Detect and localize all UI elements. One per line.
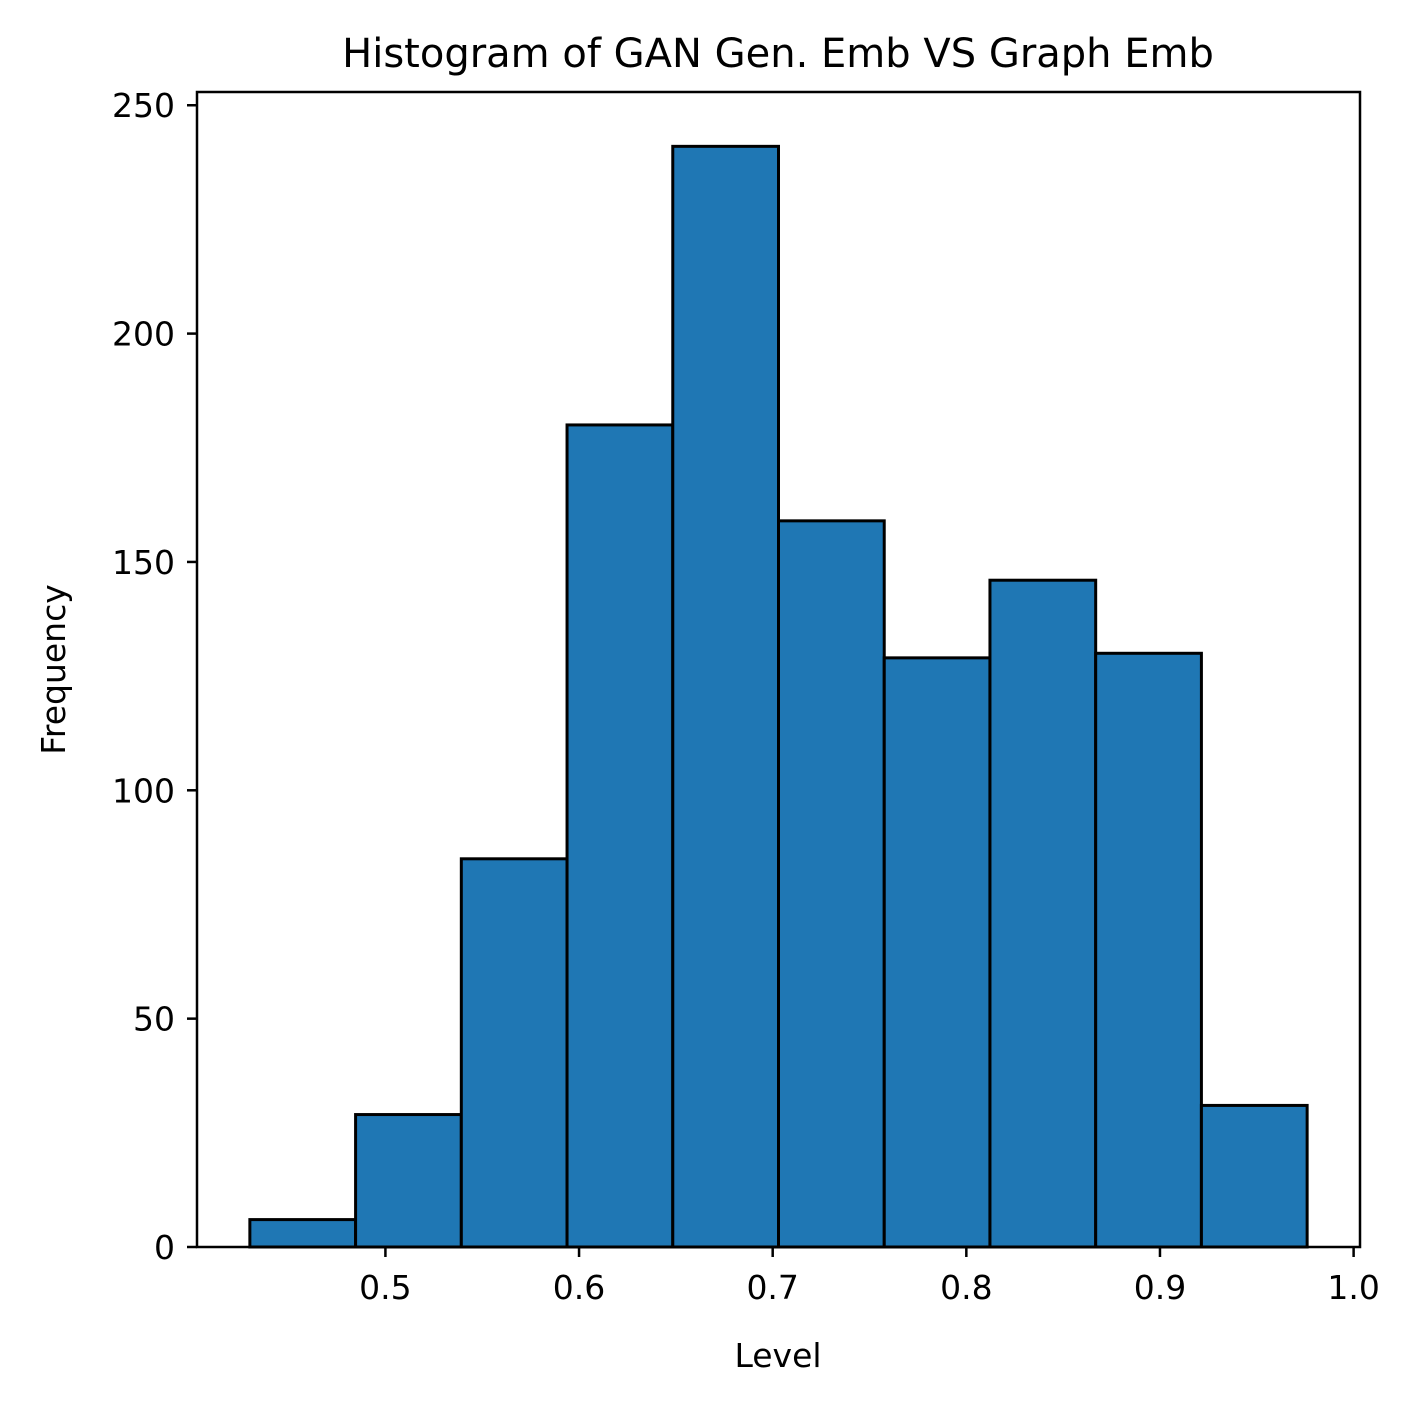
x-axis-label: Level [734,1336,821,1375]
x-tick-label: 0.6 [553,1268,605,1307]
x-tick-label: 0.7 [746,1268,798,1307]
histogram-bar [354,1113,463,1249]
x-tick-label: 0.9 [1134,1268,1186,1307]
y-tick-label: 0 [154,1228,175,1267]
x-tick-label: 0.5 [359,1268,411,1307]
y-tick-label: 100 [112,771,175,810]
histogram-bar [459,857,569,1249]
y-tick-label: 50 [133,1000,175,1039]
histogram-bar [671,144,780,1249]
histogram-bar [248,1218,358,1249]
histogram-bar [1199,1103,1309,1249]
x-tick-label: 1.0 [1327,1268,1379,1307]
histogram-bar [777,519,886,1249]
x-axis: 0.5 0.6 0.7 0.8 0.9 1.0 [359,1247,1380,1307]
x-tick-label: 0.8 [940,1268,992,1307]
y-axis-label: Frequency [34,584,73,754]
bars-layer [248,144,1309,1249]
histogram-bar [988,578,1098,1249]
plot-frame [195,90,1362,1249]
histogram-bar [882,656,992,1249]
chart-title: Histogram of GAN Gen. Emb VS Graph Emb [342,31,1214,77]
histogram-bar [565,423,675,1249]
y-tick-label: 150 [112,543,175,582]
y-tick-label: 250 [112,86,175,125]
y-tick-label: 200 [112,315,175,354]
y-axis: 0 50 100 150 200 250 [112,86,197,1267]
histogram-bar [1094,651,1203,1249]
